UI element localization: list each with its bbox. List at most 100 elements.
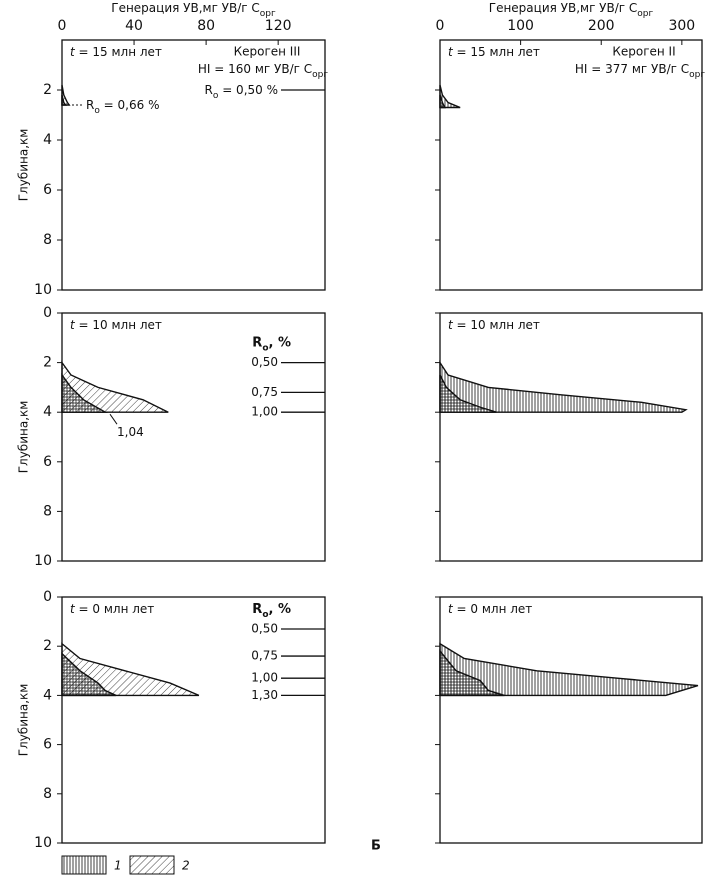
label: Ro = 0,50 % (205, 83, 278, 101)
label-part: t (70, 602, 76, 616)
label-part: = 0,66 % (100, 98, 160, 112)
label: Ro = 0,66 % (86, 98, 159, 116)
label-part: o (262, 343, 268, 353)
figure-label: Б (371, 839, 381, 854)
x-tick-label: 40 (125, 18, 143, 34)
label-part: = 0 млн лет (75, 602, 155, 616)
label: 1,04 (117, 425, 144, 439)
y-tick-label: 6 (43, 737, 52, 753)
y-tick-label: 4 (43, 132, 52, 148)
label: Генерация УВ,мг УВ/г Сорг (489, 1, 654, 19)
profile-area (439, 360, 688, 413)
label: t = 10 млн лет (448, 318, 540, 332)
y-tick-label: 8 (43, 503, 52, 519)
label-part: , % (269, 601, 292, 616)
label-part: = 15 млн лет (75, 45, 162, 59)
label-part: орг (260, 9, 276, 19)
label-part: = 0 млн лет (453, 602, 533, 616)
y-tick-label: 2 (43, 355, 52, 371)
y-tick-label: 2 (43, 82, 52, 98)
label: t = 15 млн лет (448, 45, 540, 59)
profile-area (61, 651, 117, 697)
panel-frame (61, 596, 326, 844)
label: t = 0 млн лет (448, 602, 532, 616)
x-tick-label: 300 (668, 18, 695, 34)
kerogen: Кероген III (234, 45, 301, 59)
profile-area (439, 94, 446, 109)
panel-frame (61, 312, 326, 562)
label-part: R (252, 335, 262, 350)
label-part: R (86, 98, 94, 112)
legend-swatch (61, 855, 107, 875)
leader (109, 413, 118, 425)
level-label: 1,30 (251, 688, 278, 702)
label-part: = 15 млн лет (453, 45, 540, 59)
y-tick-label: 6 (43, 182, 52, 198)
y-tick-label: 6 (43, 454, 52, 470)
kerogen: Кероген II (612, 45, 675, 59)
label-part: орг (689, 70, 705, 80)
label-part: o (213, 91, 219, 101)
label-part: Генерация УВ,мг УВ/г С (111, 1, 260, 15)
profile-area (439, 649, 505, 697)
level-label: 0,50 (251, 621, 278, 635)
level-label: 0,75 (251, 649, 278, 663)
x-tick-label: 200 (588, 18, 615, 34)
y-tick-label: 10 (34, 835, 52, 851)
label-part: o (94, 106, 100, 116)
label: Генерация УВ,мг УВ/г Сорг (111, 1, 276, 19)
y-tick-label: 10 (34, 553, 52, 569)
panel-frame (439, 596, 703, 844)
level-label: 0,50 (251, 355, 278, 369)
label-part: t (448, 45, 454, 59)
y-tick-label: 4 (43, 404, 52, 420)
label-part: HI = 377 мг УВ/г С (575, 62, 689, 76)
label-part: t (70, 45, 76, 59)
label-part: Генерация УВ,мг УВ/г С (489, 1, 638, 15)
label-part: 1,04 (117, 425, 144, 439)
label: t = 0 млн лет (70, 602, 154, 616)
level-label: 1,00 (251, 405, 278, 419)
legend-swatch (129, 855, 175, 875)
level-label: 0,75 (251, 385, 278, 399)
label-part: R (205, 83, 213, 97)
y-tick-label: 0 (43, 589, 52, 605)
y-tick-label: 8 (43, 232, 52, 248)
label-part: t (448, 318, 454, 332)
x-tick-label: 80 (197, 18, 215, 34)
profile-area (439, 374, 497, 413)
panel-frame (439, 39, 703, 291)
legend-label: 1 (114, 859, 122, 873)
label-part: t (448, 602, 454, 616)
panel-frame (439, 312, 703, 562)
y-tick-label: 4 (43, 687, 52, 703)
label: HI = 377 мг УВ/г Сорг (575, 62, 705, 80)
y-tick-label: 8 (43, 786, 52, 802)
label: t = 10 млн лет (70, 318, 162, 332)
label-part: = 0,50 % (218, 83, 278, 97)
label: Ro, % (252, 335, 291, 353)
x-tick-label: 120 (265, 18, 292, 34)
label-part: , % (269, 335, 292, 350)
label-part: HI = 160 мг УВ/г С (198, 62, 312, 76)
y-axis-label: Глубина,км (17, 129, 31, 202)
label-part: R (252, 601, 262, 616)
x-tick-label: 0 (58, 18, 67, 34)
y-axis-label: Глубина,км (17, 684, 31, 757)
y-tick-label: 10 (34, 282, 52, 298)
profile-area (61, 94, 67, 106)
label: Ro, % (252, 601, 291, 619)
y-tick-label: 2 (43, 638, 52, 654)
label-part: орг (637, 9, 653, 19)
y-axis-label: Глубина,км (17, 401, 31, 474)
label-part: орг (312, 70, 328, 80)
label: t = 15 млн лет (70, 45, 162, 59)
profile-area (61, 372, 108, 413)
label: HI = 160 мг УВ/г Сорг (198, 62, 328, 80)
x-tick-label: 0 (436, 18, 445, 34)
label-part: = 10 млн лет (453, 318, 540, 332)
panel-frame (61, 39, 326, 291)
y-tick-label: 0 (43, 305, 52, 321)
label-part: = 10 млн лет (75, 318, 162, 332)
